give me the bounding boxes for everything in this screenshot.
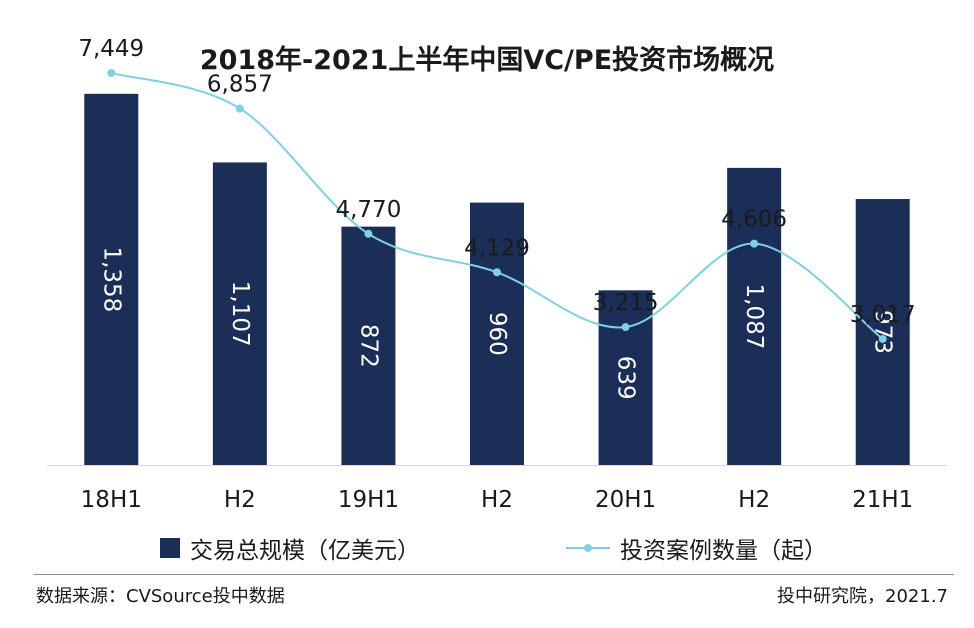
legend-label-bar: 交易总规模（亿美元）: [190, 538, 420, 564]
x-tick-label-5: H2: [738, 487, 770, 513]
footer-source: 数据来源：CVSource投中数据: [36, 586, 285, 607]
bar-label-4: 639: [613, 356, 639, 400]
legend-item-bar: 交易总规模（亿美元）: [160, 531, 420, 565]
line-point-5: [750, 239, 759, 248]
bar-3: [470, 202, 524, 465]
line-point-0: [107, 69, 116, 78]
bar-label-5: 1,087: [741, 284, 767, 350]
line-label-5: 4,606: [721, 207, 787, 233]
bar-label-3: 960: [484, 312, 510, 356]
bar-label-2: 872: [355, 324, 381, 368]
bar-2: [341, 226, 396, 465]
line-label-3: 4,129: [464, 235, 530, 261]
bar-label-1: 1,107: [227, 281, 253, 347]
bar-5: [727, 167, 782, 466]
x-tick-label-3: H2: [481, 487, 513, 513]
legend-label-line: 投资案例数量（起）: [620, 538, 827, 564]
bar-0: [84, 93, 139, 466]
bar-4: [598, 290, 653, 465]
bar-label-0: 1,358: [98, 246, 124, 312]
line-label-6: 3,017: [850, 302, 916, 328]
bar-6: [855, 199, 910, 465]
line-point-3: [493, 268, 501, 277]
x-tick-label-4: 20H1: [595, 487, 656, 513]
line-point-4: [621, 323, 630, 332]
line-label-4: 3,215: [593, 290, 659, 316]
footer-credit: 投中研究院，2021.7: [777, 586, 948, 607]
line-point-1: [235, 104, 244, 113]
legend-item-line: 投资案例数量（起）: [566, 531, 827, 565]
line-point-2: [364, 229, 373, 238]
x-tick-label-1: H2: [224, 487, 256, 513]
bar-1: [212, 162, 267, 466]
line-label-1: 6,857: [207, 72, 273, 98]
legend-swatch-bar: [160, 538, 180, 558]
line-label-0: 7,449: [78, 36, 144, 62]
legend-swatch-line: [566, 538, 610, 558]
x-tick-label-6: 21H1: [852, 487, 913, 513]
x-tick-label-2: 19H1: [338, 487, 399, 513]
chart-title: 2018年-2021上半年中国VC/PE投资市场概况: [199, 45, 775, 76]
x-tick-label-0: 18H1: [81, 487, 142, 513]
line-label-2: 4,770: [335, 197, 401, 223]
line-point-6: [878, 334, 887, 343]
footer-divider: [34, 574, 954, 575]
